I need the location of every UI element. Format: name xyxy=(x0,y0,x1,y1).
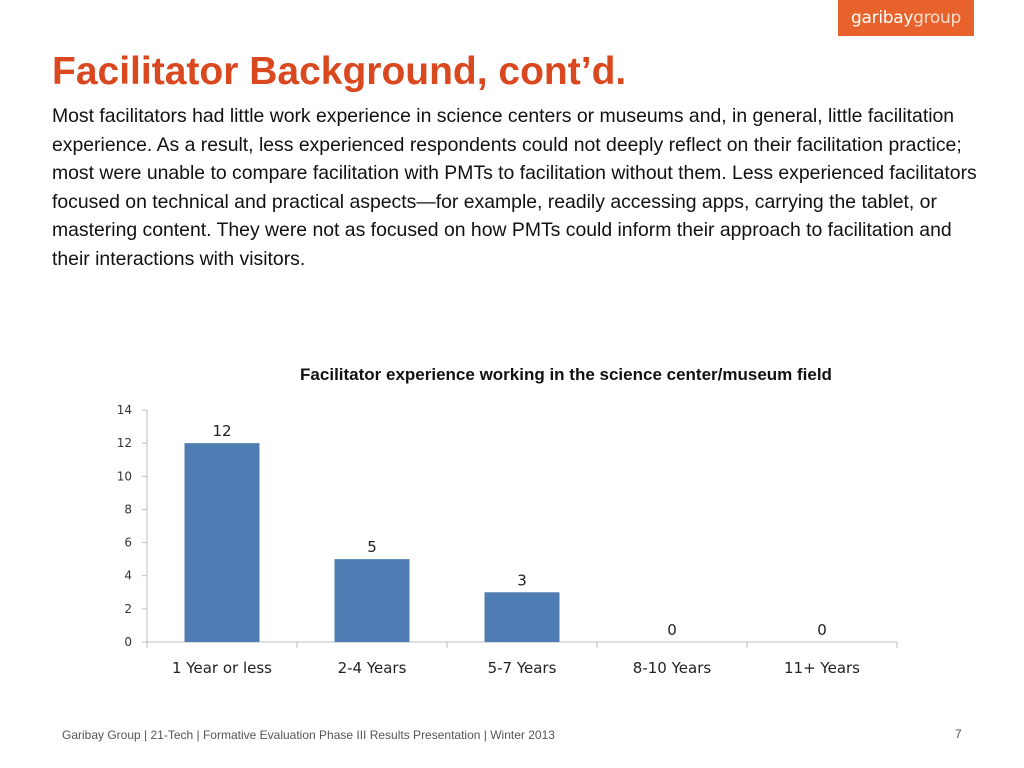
data-label: 0 xyxy=(817,621,827,639)
bar-2 xyxy=(334,559,410,642)
x-category-label: 8-10 Years xyxy=(633,659,712,677)
data-label: 12 xyxy=(212,422,231,440)
data-label: 0 xyxy=(667,621,677,639)
chart-title: Facilitator experience working in the sc… xyxy=(300,365,832,384)
x-category-label: 1 Year or less xyxy=(172,659,272,677)
data-label: 5 xyxy=(367,538,377,556)
data-label: 3 xyxy=(517,571,527,589)
brand-logo: garibay group xyxy=(838,0,974,36)
y-tick-label: 6 xyxy=(124,536,132,550)
logo-text-garibay: garibay xyxy=(851,8,914,28)
y-tick-label: 12 xyxy=(117,436,132,450)
logo-text-group: group xyxy=(913,8,961,28)
bar-3 xyxy=(484,592,560,642)
page-number: 7 xyxy=(955,727,962,741)
x-category-label: 11+ Years xyxy=(784,659,860,677)
y-tick-label: 0 xyxy=(124,635,132,649)
y-tick-label: 10 xyxy=(117,469,132,483)
slide-body-text: Most facilitators had little work experi… xyxy=(52,105,977,270)
y-tick-label: 14 xyxy=(117,403,132,417)
x-category-label: 5-7 Years xyxy=(488,659,557,677)
slide-title: Facilitator Background, cont’d. xyxy=(52,50,627,93)
y-tick-label: 4 xyxy=(124,569,132,583)
bar-chart: Facilitator experience working in the sc… xyxy=(0,355,1024,700)
x-category-label: 2-4 Years xyxy=(338,659,407,677)
y-tick-label: 2 xyxy=(124,602,132,616)
footer-text: Garibay Group | 21-Tech | Formative Eval… xyxy=(62,728,555,742)
bar-1 xyxy=(184,443,260,642)
y-tick-label: 8 xyxy=(124,502,132,516)
chart-canvas: Facilitator experience working in the sc… xyxy=(117,365,898,677)
